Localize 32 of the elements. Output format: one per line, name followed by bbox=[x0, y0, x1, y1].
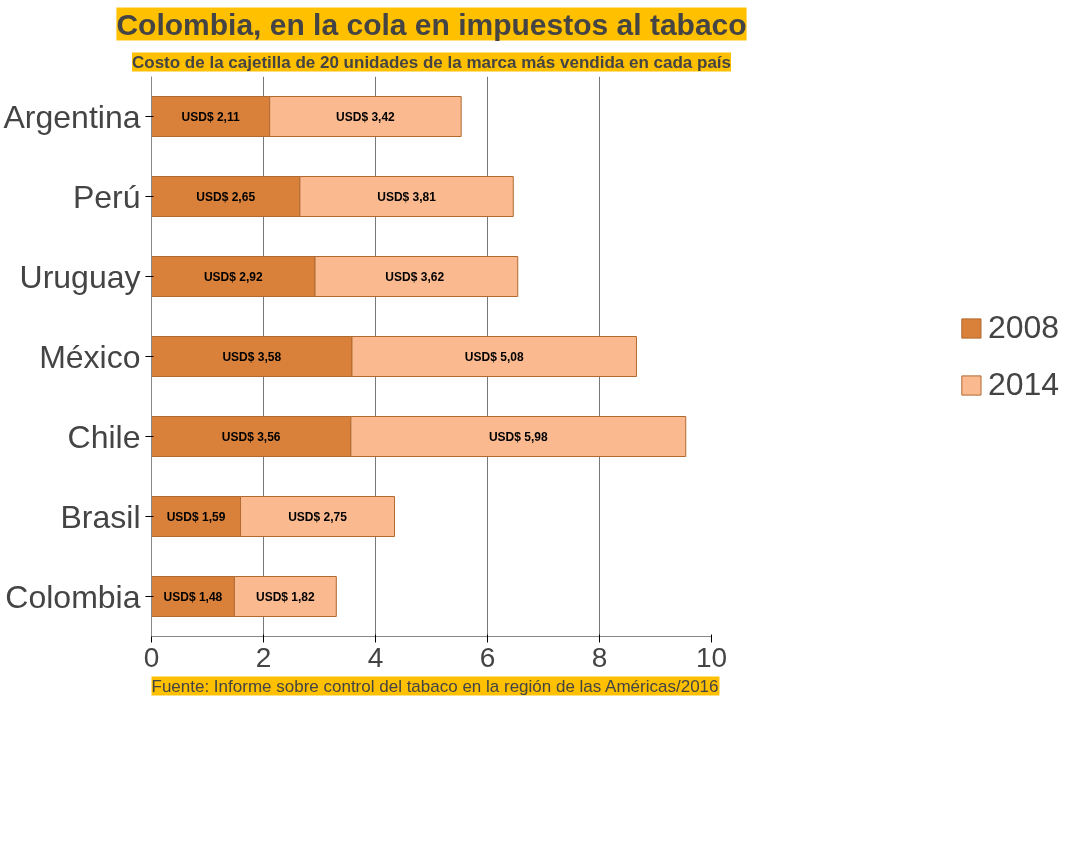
data-label: USD$ 1,82 bbox=[255, 589, 316, 604]
y-tick-label: México bbox=[39, 338, 141, 375]
data-label: USD$ 2,65 bbox=[196, 189, 256, 204]
data-label: USD$ 1,59 bbox=[166, 509, 226, 524]
chart-title: Colombia, en la cola en impuestos al tabaco bbox=[116, 7, 747, 41]
data-label: USD$ 5,08 bbox=[464, 349, 524, 364]
y-tick-label: Perú bbox=[72, 178, 141, 215]
data-label: USD$ 3,56 bbox=[221, 429, 281, 444]
data-label: USD$ 5,98 bbox=[488, 429, 548, 444]
source-note: Fuente: Informe sobre control del tabaco en la región de las Américas/2016 bbox=[151, 676, 719, 696]
x-tick-label: 4 bbox=[367, 641, 384, 673]
y-tick-label: Brasil bbox=[60, 498, 141, 535]
y-tick-label: Argentina bbox=[3, 98, 141, 135]
data-label: USD$ 2,92 bbox=[203, 269, 263, 284]
x-tick-label: 0 bbox=[143, 641, 160, 673]
data-label: USD$ 2,11 bbox=[181, 109, 240, 124]
data-label: USD$ 3,62 bbox=[385, 269, 445, 284]
x-tick-label: 10 bbox=[695, 641, 728, 673]
legend-label: 2008 bbox=[987, 309, 1060, 346]
legend-label: 2014 bbox=[987, 366, 1060, 403]
x-tick-label: 2 bbox=[255, 641, 272, 673]
data-label: USD$ 3,42 bbox=[336, 109, 396, 124]
y-tick-label: Colombia bbox=[5, 578, 141, 615]
data-label: USD$ 3,81 bbox=[377, 189, 437, 204]
data-label: USD$ 1,48 bbox=[163, 589, 223, 604]
data-label: USD$ 3,58 bbox=[222, 349, 282, 364]
y-tick-label: Chile bbox=[67, 418, 141, 455]
chart-subtitle: Costo de la cajetilla de 20 unidades de la marca más vendida en cada país bbox=[131, 52, 732, 72]
y-tick-label: Uruguay bbox=[19, 258, 141, 295]
x-tick-label: 8 bbox=[591, 641, 608, 673]
x-tick-label: 6 bbox=[479, 641, 496, 673]
data-label: USD$ 2,75 bbox=[288, 509, 348, 524]
